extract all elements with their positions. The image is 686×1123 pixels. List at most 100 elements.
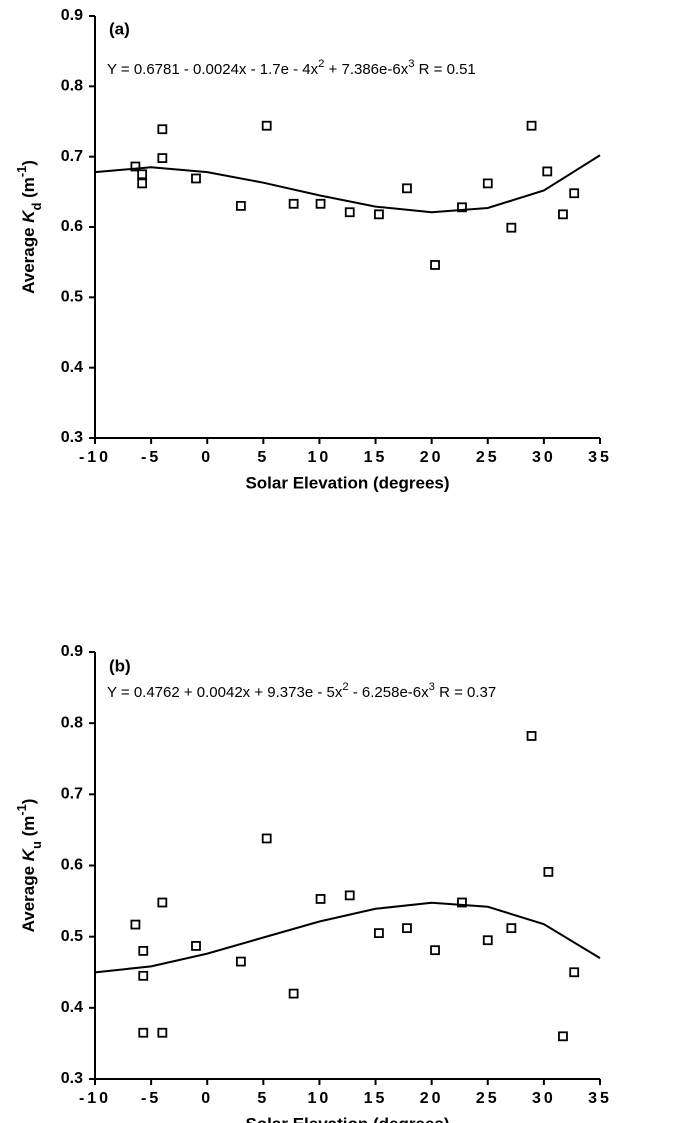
x-tick-label: 5 (257, 449, 269, 466)
y-tick-label: 0.4 (61, 999, 83, 1016)
x-tick-label: 20 (420, 449, 444, 466)
data-point (543, 867, 554, 877)
equation-part: Y = 0.6781 - 0.0024x - 1.7e - 4x (107, 61, 319, 78)
data-point (137, 169, 148, 180)
y-axis-title-part: -1 (14, 804, 29, 815)
data-point (526, 731, 537, 741)
data-point (558, 209, 568, 220)
data-point (130, 919, 141, 930)
x-tick-label: 35 (588, 1090, 612, 1107)
y-tick-label: 0.9 (61, 643, 83, 660)
data-point (526, 120, 537, 131)
y-axis-title-part: K (19, 209, 38, 223)
data-point (157, 153, 168, 163)
data-point (137, 178, 148, 189)
y-tick-label: 0.3 (61, 429, 83, 446)
equation-part: 2 (318, 58, 324, 70)
x-tick-label: 30 (532, 1090, 556, 1107)
panel-label: (b) (109, 656, 131, 675)
x-tick-label: 15 (364, 1090, 388, 1107)
equation-part: Y = 0.4762 + 0.0042x + 9.373e - 5x (107, 684, 343, 701)
data-point (506, 222, 517, 233)
x-tick-label: -10 (79, 449, 111, 466)
data-point (157, 1027, 168, 1038)
y-axis-title-part: ) (19, 160, 38, 166)
data-point (288, 198, 299, 209)
x-tick-label: -10 (79, 1090, 111, 1107)
data-point (569, 967, 580, 978)
x-tick-label: 35 (588, 449, 612, 466)
equation-part: 3 (408, 58, 414, 70)
x-tick-label: -5 (141, 449, 161, 466)
y-axis-title-part: (m (19, 177, 38, 203)
panel-label: (a) (109, 19, 130, 38)
data-point (344, 207, 355, 218)
x-axis-title: Solar Elevation (degrees) (245, 473, 449, 492)
x-tick-label: 0 (201, 1090, 213, 1107)
y-axis-title: Average Ku (m-1) (14, 799, 44, 933)
x-tick-label: 5 (257, 1090, 269, 1107)
y-axis-title-part: -1 (14, 166, 29, 177)
data-point (558, 1031, 568, 1042)
x-tick-label: 30 (532, 449, 556, 466)
data-point (138, 1027, 149, 1038)
data-point (374, 928, 384, 939)
y-axis-title: Average Kd (m-1) (14, 160, 44, 294)
equation-part: 3 (429, 681, 435, 693)
equation-part: R = 0.37 (435, 684, 496, 701)
x-tick-label: 0 (201, 449, 213, 466)
data-point (138, 970, 149, 981)
data-point (157, 897, 168, 908)
data-point (344, 890, 355, 901)
x-tick-label: 15 (364, 449, 388, 466)
data-point (261, 833, 272, 844)
y-tick-label: 0.6 (61, 218, 83, 235)
data-point (235, 200, 246, 211)
x-tick-label: 10 (308, 449, 332, 466)
y-axis-title-part: Average (19, 861, 38, 932)
x-tick-label: 10 (308, 1090, 332, 1107)
y-axis-title-part: Average (19, 223, 38, 294)
x-tick-label: 25 (476, 449, 500, 466)
data-point (402, 923, 412, 934)
data-point (288, 988, 299, 999)
data-point (457, 897, 467, 908)
data-point (430, 260, 440, 270)
data-point (430, 945, 440, 956)
y-tick-label: 0.7 (61, 786, 83, 803)
x-tick-label: -5 (141, 1090, 161, 1107)
data-point (315, 894, 326, 904)
data-point (138, 946, 149, 956)
data-point (482, 935, 493, 946)
data-point (374, 209, 384, 220)
data-point (402, 183, 412, 194)
fit-curve (94, 154, 601, 214)
y-axis-title-part: (m (19, 816, 38, 842)
y-tick-label: 0.6 (61, 857, 83, 874)
data-point (191, 941, 201, 951)
y-tick-label: 0.9 (61, 7, 83, 24)
y-tick-label: 0.5 (61, 928, 83, 945)
x-axis-title: Solar Elevation (degrees) (245, 1114, 449, 1123)
data-point (315, 198, 326, 209)
equation-part: + 7.386e-6x (324, 61, 408, 78)
y-tick-label: 0.8 (61, 714, 83, 731)
equation-part: - 6.258e-6x (349, 684, 430, 701)
y-axis-title-part: ) (19, 799, 38, 805)
data-point (457, 202, 467, 213)
equation: Y = 0.4762 + 0.0042x + 9.373e - 5x2 - 6.… (107, 681, 496, 701)
equation-part: 2 (342, 681, 348, 693)
y-tick-label: 0.7 (61, 148, 83, 165)
y-axis-title-part: K (19, 847, 38, 861)
data-point (506, 923, 517, 934)
x-tick-label: 25 (476, 1090, 500, 1107)
y-tick-label: 0.8 (61, 78, 83, 95)
data-point (482, 178, 493, 189)
equation-part: R = 0.51 (414, 61, 475, 78)
data-point (542, 166, 553, 177)
data-point (130, 161, 141, 172)
data-point (569, 188, 580, 199)
fit-curve (94, 901, 601, 974)
y-tick-label: 0.5 (61, 289, 83, 306)
